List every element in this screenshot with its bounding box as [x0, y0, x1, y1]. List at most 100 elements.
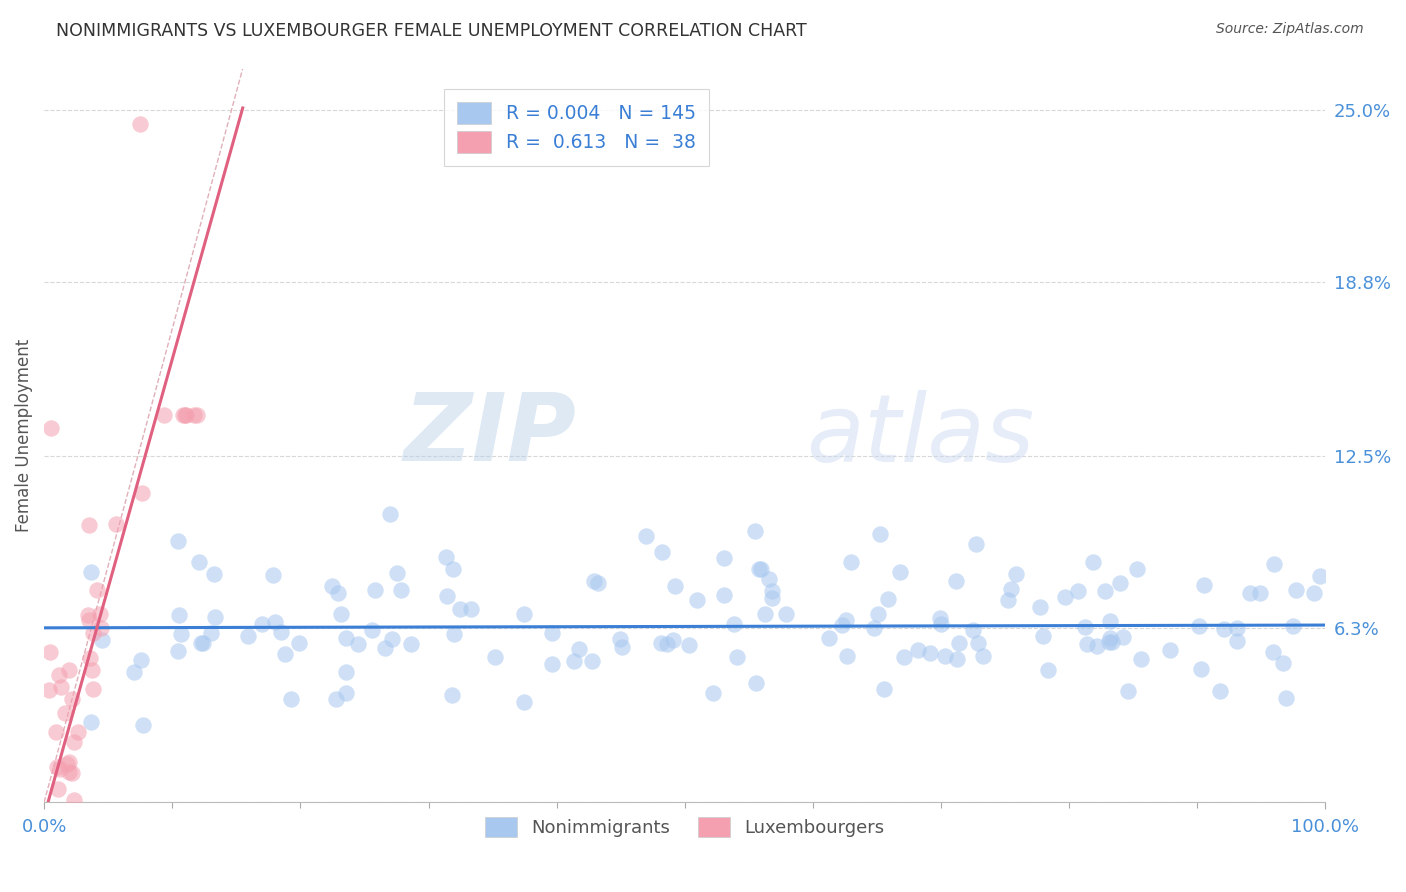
Point [761, 583, 783, 598]
Point [889, 566, 911, 580]
Point [775, 607, 797, 622]
Point [381, 632, 404, 647]
Point [288, 635, 311, 649]
Point [86, 583, 108, 598]
Point [997, 593, 1019, 607]
Point [1097, 635, 1119, 649]
Point [63, 792, 86, 806]
Point [1116, 684, 1139, 698]
Point [190, 636, 212, 650]
Point [1098, 614, 1121, 628]
Point [186, 408, 208, 422]
Point [39, 421, 62, 435]
Point [664, 579, 686, 593]
Point [263, 615, 285, 629]
Legend: Nonimmigrants, Luxembourgers: Nonimmigrants, Luxembourgers [478, 809, 891, 845]
Point [745, 675, 768, 690]
Point [274, 647, 297, 661]
Point [1226, 634, 1249, 648]
Point [831, 618, 853, 632]
Point [723, 617, 745, 632]
Point [1309, 569, 1331, 583]
Point [131, 486, 153, 500]
Point [1159, 643, 1181, 657]
Point [49, 680, 72, 694]
Point [678, 638, 700, 652]
Point [758, 572, 780, 586]
Point [1188, 619, 1211, 633]
Point [325, 692, 347, 706]
Point [79, 651, 101, 665]
Point [748, 562, 770, 576]
Point [1192, 578, 1215, 592]
Point [839, 555, 862, 569]
Point [754, 607, 776, 622]
Point [650, 636, 672, 650]
Point [449, 602, 471, 616]
Point [1302, 586, 1324, 600]
Point [56, 757, 79, 772]
Point [82, 625, 104, 640]
Point [661, 632, 683, 647]
Point [713, 550, 735, 565]
Point [129, 117, 152, 131]
Point [583, 574, 606, 588]
Point [931, 617, 953, 632]
Point [436, 589, 458, 603]
Point [132, 718, 155, 732]
Point [1249, 586, 1271, 600]
Point [928, 611, 950, 625]
Point [104, 517, 127, 532]
Point [834, 613, 856, 627]
Point [761, 591, 783, 605]
Point [280, 691, 302, 706]
Point [172, 408, 194, 422]
Point [45, 760, 67, 774]
Point [38, 682, 60, 697]
Point [124, 665, 146, 679]
Point [655, 637, 678, 651]
Text: Source: ZipAtlas.com: Source: ZipAtlas.com [1216, 22, 1364, 37]
Point [877, 592, 900, 607]
Point [512, 607, 534, 621]
Y-axis label: Female Unemployment: Female Unemployment [15, 339, 32, 532]
Point [1076, 637, 1098, 651]
Point [335, 631, 357, 645]
Point [1112, 630, 1135, 644]
Point [378, 508, 401, 522]
Point [1213, 622, 1236, 636]
Point [588, 576, 610, 591]
Point [1066, 584, 1088, 599]
Point [967, 635, 990, 649]
Point [1000, 582, 1022, 597]
Point [1101, 635, 1123, 649]
Point [686, 592, 709, 607]
Point [862, 621, 884, 635]
Point [972, 648, 994, 663]
Point [58, 764, 80, 779]
Point [60, 692, 83, 706]
Point [321, 579, 343, 593]
Point [66, 725, 89, 739]
Point [1083, 555, 1105, 569]
Point [45, 725, 67, 739]
Point [609, 632, 631, 646]
Point [174, 408, 197, 422]
Point [610, 640, 633, 655]
Point [1074, 620, 1097, 634]
Point [89, 607, 111, 621]
Point [361, 624, 384, 638]
Point [1109, 575, 1132, 590]
Point [374, 640, 396, 655]
Point [167, 607, 190, 622]
Point [835, 648, 858, 663]
Point [77, 608, 100, 623]
Point [1209, 683, 1232, 698]
Point [713, 588, 735, 602]
Point [48, 668, 70, 682]
Point [441, 688, 464, 702]
Point [1285, 582, 1308, 597]
Point [725, 650, 748, 665]
Point [540, 625, 562, 640]
Point [1129, 652, 1152, 666]
